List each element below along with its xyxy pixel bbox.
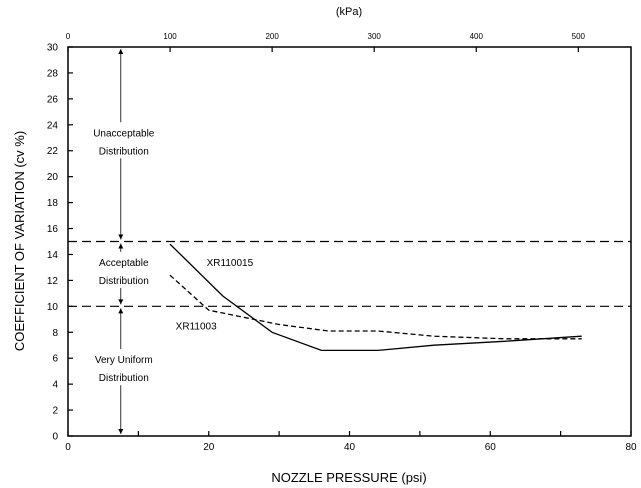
y-tick-label: 6 — [52, 354, 58, 365]
top-tick-label: 500 — [572, 32, 586, 41]
region-annotations: Unacceptable Distribution Acceptable Distri… — [93, 49, 155, 434]
y-tick-label: 2 — [52, 406, 58, 417]
top-tick-label: 300 — [368, 32, 382, 41]
arrow-up-icon — [118, 243, 124, 249]
y-tick-label: 0 — [52, 432, 58, 443]
region-label: Very Uniform — [95, 355, 153, 366]
arrow-down-icon — [118, 299, 124, 305]
top-tick-label: 0 — [66, 32, 71, 41]
series-line-xr11003 — [169, 274, 582, 340]
top-tick-label: 400 — [470, 32, 484, 41]
series-label: XR11003 — [176, 322, 217, 333]
y-tick-label: 26 — [47, 94, 59, 105]
arrow-up-icon — [118, 308, 124, 314]
region-label: Distribution — [99, 373, 149, 384]
series-label: XR110015 — [207, 258, 254, 269]
arrow-down-icon — [118, 234, 124, 240]
x-tick-label: 60 — [485, 442, 497, 453]
x-axis-label: NOZZLE PRESSURE (psi) — [271, 470, 426, 485]
x-tick-label: 40 — [344, 442, 356, 453]
region-label: Distribution — [99, 146, 149, 157]
top-axis-ticks: 0 100 200 300 400 500 — [66, 32, 586, 52]
x-tick-label: 20 — [203, 442, 215, 453]
arrow-down-icon — [118, 429, 124, 434]
series-line-xr110015 — [169, 243, 582, 352]
top-tick-label: 200 — [265, 32, 279, 41]
series-group: XR110015 XR11003 — [169, 243, 582, 352]
y-tick-label: 22 — [47, 146, 59, 157]
y-tick-label: 30 — [47, 43, 59, 54]
y-tick-label: 24 — [47, 120, 59, 131]
y-tick-label: 28 — [47, 68, 59, 79]
y-tick-label: 14 — [47, 250, 59, 261]
y-tick-label: 18 — [47, 198, 59, 209]
x-axis-ticks: 0 20 40 60 80 — [65, 431, 637, 453]
x-tick-label: 0 — [65, 442, 71, 453]
top-tick-label: 100 — [163, 32, 177, 41]
y-tick-label: 8 — [52, 328, 58, 339]
y-tick-label: 16 — [47, 224, 59, 235]
region-label: Unacceptable — [93, 128, 155, 139]
y-tick-label: 10 — [47, 302, 59, 313]
arrow-up-icon — [118, 49, 124, 54]
y-tick-label: 20 — [47, 172, 59, 183]
x-tick-label: 80 — [625, 442, 637, 453]
y-tick-label: 12 — [47, 276, 59, 287]
y-axis-label: COEFFICIENT OF VARIATION (cv %) — [12, 131, 27, 351]
region-label: Acceptable — [99, 258, 149, 269]
y-tick-label: 4 — [52, 380, 58, 391]
top-axis-label: (kPa) — [336, 6, 362, 18]
threshold-lines — [68, 240, 631, 307]
region-label: Distribution — [99, 276, 149, 287]
